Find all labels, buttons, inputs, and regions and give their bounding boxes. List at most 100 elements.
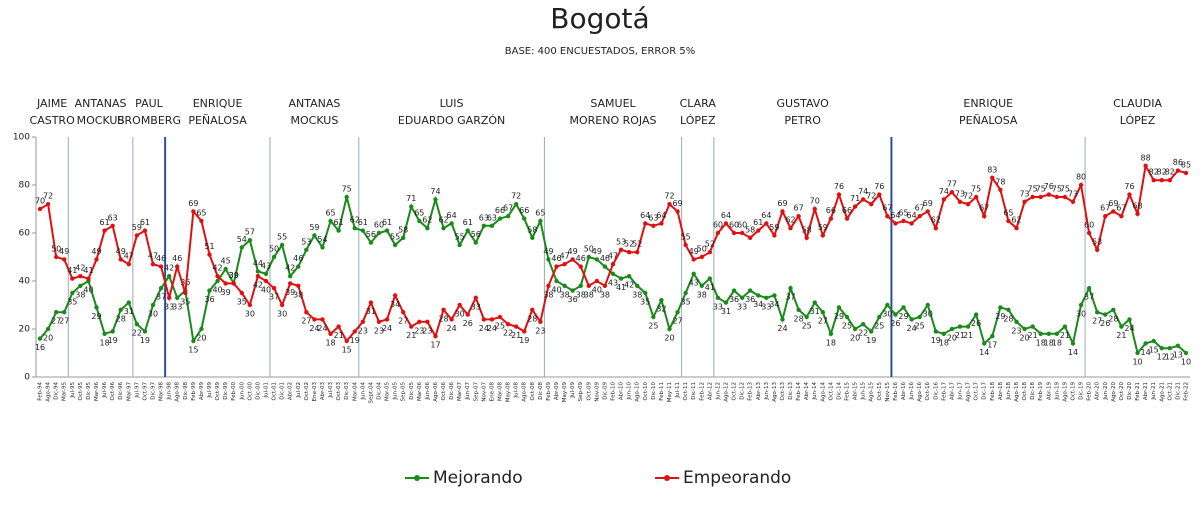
- data-label: 31: [721, 307, 731, 316]
- period-label: MOCKUS: [291, 114, 339, 127]
- data-label: 15: [1149, 346, 1159, 355]
- point: [1054, 331, 1060, 336]
- period-label: CLAUDIA: [1113, 97, 1162, 110]
- point: [675, 209, 680, 214]
- point: [376, 230, 382, 236]
- x-tick-label: Feb-11: [659, 382, 665, 401]
- point: [578, 264, 583, 269]
- data-label: 18: [826, 338, 836, 347]
- point: [142, 228, 148, 233]
- x-tick-label: Ago-14: [820, 382, 826, 402]
- point: [1159, 178, 1164, 183]
- point: [360, 319, 366, 324]
- x-tick-label: Ene-08: [489, 381, 495, 401]
- data-label: 18: [100, 338, 110, 347]
- data-label: 18: [939, 338, 949, 347]
- point: [852, 326, 858, 332]
- data-label: 65: [196, 209, 206, 218]
- y-tick-label: 40: [19, 277, 31, 287]
- point: [965, 324, 971, 329]
- point: [1062, 324, 1068, 329]
- x-tick-label: Jun-18: [1006, 382, 1012, 401]
- period-label: ANTANAS: [288, 97, 340, 110]
- point: [869, 329, 874, 334]
- x-tick-label: Feb-16: [893, 382, 899, 401]
- data-label: 55: [277, 233, 287, 242]
- point: [1038, 331, 1043, 336]
- data-label: 24: [317, 324, 327, 333]
- point: [925, 302, 930, 308]
- point: [1111, 209, 1116, 214]
- x-tick-label: Mar-05: [385, 382, 391, 402]
- data-label: 40: [261, 286, 271, 295]
- x-tick-label: Oct-19: [1070, 382, 1076, 401]
- point: [844, 216, 850, 221]
- data-label: 42: [624, 281, 634, 290]
- x-tick-label: Feb-18: [990, 382, 996, 401]
- data-label: 86: [1173, 158, 1183, 167]
- data-label: 40: [83, 286, 93, 295]
- x-tick-label: Dic-21: [1175, 382, 1181, 400]
- point: [37, 206, 43, 212]
- x-tick-label: Sept-04: [368, 382, 374, 404]
- point: [344, 194, 349, 200]
- x-tick-label: Abr-12: [707, 382, 713, 400]
- x-tick-label: Feb-20: [1087, 382, 1093, 401]
- point: [37, 336, 43, 341]
- x-tick-label: Abr-13: [756, 382, 762, 401]
- point: [78, 274, 83, 279]
- x-tick-label: Oct-11: [683, 382, 689, 401]
- point: [949, 190, 955, 195]
- x-tick-label: Ago-19: [1062, 382, 1068, 402]
- point: [562, 283, 567, 288]
- data-label: 30: [455, 310, 465, 319]
- point: [756, 228, 761, 233]
- point: [328, 331, 333, 336]
- point: [901, 218, 906, 224]
- data-label: 60: [713, 221, 723, 230]
- data-label: 80: [1076, 173, 1086, 182]
- point: [223, 281, 228, 286]
- point: [667, 202, 672, 207]
- data-label: 29: [898, 312, 908, 321]
- point: [1078, 302, 1084, 308]
- legend-label: Empeorando: [683, 468, 791, 488]
- data-label: 10: [1132, 358, 1142, 367]
- point: [554, 264, 559, 269]
- point: [812, 300, 817, 305]
- x-tick-label: Ago-21: [1159, 382, 1165, 402]
- data-label: 14: [1141, 348, 1151, 357]
- point: [812, 206, 817, 212]
- x-tick-label: Ago-20: [1111, 382, 1117, 402]
- data-label: 78: [995, 177, 1005, 186]
- period-label: JAIME: [36, 97, 67, 110]
- point: [392, 242, 398, 248]
- data-label: 65: [535, 209, 545, 218]
- x-tick-label: Mar-04: [352, 382, 358, 402]
- period-label: MORENO ROJAS: [570, 114, 657, 127]
- data-label: 66: [519, 206, 529, 215]
- x-tick-label: Ago-15: [869, 382, 875, 402]
- point: [78, 283, 83, 288]
- data-label: 64: [890, 211, 900, 220]
- x-tick-label: Dic-05: [409, 382, 415, 400]
- data-label: 36: [745, 295, 755, 304]
- x-tick-label: Ene-03: [312, 381, 318, 401]
- point: [990, 334, 995, 339]
- x-tick-label: Dic-96: [118, 382, 124, 400]
- data-label: 33: [713, 302, 723, 311]
- data-label: 25: [874, 322, 884, 331]
- x-tick-label: Feb-19: [1038, 382, 1044, 401]
- point: [376, 319, 382, 324]
- data-label: 60: [1084, 221, 1094, 230]
- point: [909, 221, 914, 226]
- data-label: 42: [212, 264, 222, 273]
- point: [772, 233, 777, 238]
- data-label: 49: [689, 247, 699, 256]
- data-label: 23: [535, 326, 545, 335]
- data-label: 19: [140, 336, 150, 345]
- data-label: 24: [382, 324, 392, 333]
- point: [134, 233, 140, 238]
- data-label: 41: [616, 283, 626, 292]
- data-label: 60: [737, 221, 747, 230]
